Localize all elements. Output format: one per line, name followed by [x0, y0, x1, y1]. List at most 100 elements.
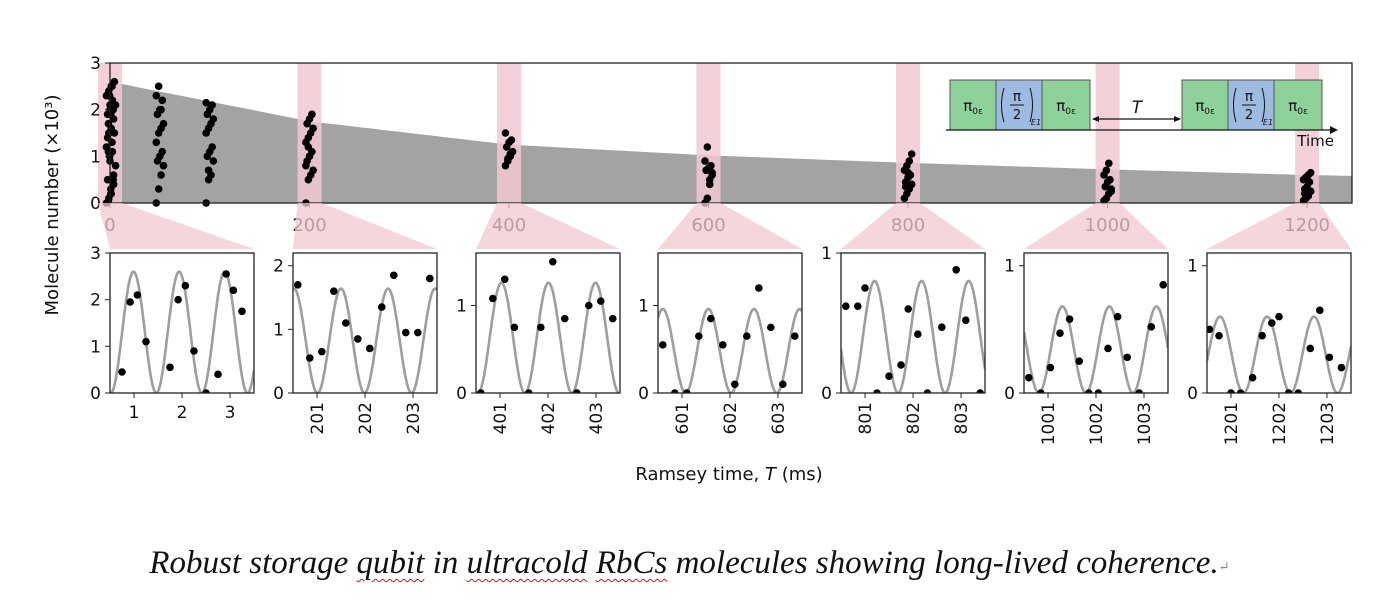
data-point: [791, 332, 799, 340]
data-point: [695, 332, 703, 340]
data-point: [659, 341, 667, 349]
data-point: [109, 175, 117, 184]
y-tick-label: 0: [456, 384, 467, 404]
data-point: [366, 344, 374, 353]
data-point: [767, 323, 775, 332]
x-tick-label: 1002: [1087, 402, 1107, 445]
data-point: [743, 332, 751, 340]
pulse-subscript: 0ε: [1065, 107, 1076, 117]
zoom-frame: [475, 252, 621, 394]
x-tick-label: 401: [491, 402, 511, 434]
fraction-num: π: [1013, 89, 1022, 105]
y-tick-label: 0: [638, 384, 649, 404]
data-point: [111, 101, 120, 109]
caption-part: RbCs: [595, 545, 668, 581]
e1-subscript: E1: [1031, 118, 1041, 127]
data-point: [166, 363, 174, 372]
zoom-connector: [1207, 203, 1351, 249]
data-point: [110, 129, 119, 137]
y-tick-label: 1: [456, 297, 467, 317]
pulse-pi: [1181, 79, 1229, 131]
overview-frame: [109, 62, 1353, 204]
y-tick-label: 0: [821, 384, 832, 404]
data-point: [923, 389, 932, 393]
data-point: [1075, 357, 1083, 365]
data-point: [489, 294, 497, 303]
x-axis-label-unit: (ms): [776, 464, 823, 485]
data-point: [202, 98, 210, 107]
data-point: [302, 161, 310, 170]
data-point: [952, 266, 960, 274]
fit-curve: [658, 307, 802, 393]
data-point: [402, 328, 410, 337]
zoom-panel: 0 1 1001 1002 1003: [1004, 252, 1169, 445]
data-point: [111, 161, 120, 170]
data-point: [1135, 389, 1143, 393]
figure-caption: Robust storage qubit in ultracold RbCs m…: [0, 545, 1379, 582]
fit-curve: [476, 281, 620, 393]
data-point: [1306, 344, 1314, 353]
data-point: [1104, 159, 1113, 168]
data-point: [1258, 331, 1266, 340]
data-point: [238, 307, 246, 316]
caption-part: in: [424, 545, 467, 581]
data-point: [229, 286, 238, 295]
x-tick-label: 1: [129, 403, 140, 423]
data-point: [1227, 389, 1235, 393]
data-point: [1215, 331, 1223, 340]
data-point: [1316, 306, 1324, 315]
data-point: [1094, 389, 1103, 393]
x-tick-label: 602: [721, 402, 741, 434]
y-tick-label: 3: [90, 244, 101, 264]
data-point: [873, 389, 881, 393]
data-point: [309, 166, 317, 175]
data-point: [208, 101, 216, 109]
y-tick-label: 1: [90, 337, 101, 357]
data-point: [133, 291, 142, 299]
zoom-connectors: [98, 203, 1351, 249]
data-point: [549, 257, 557, 266]
y-tick-label: 0: [90, 194, 101, 214]
data-point: [907, 150, 916, 158]
data-point: [585, 301, 593, 310]
x-tick-label: 1003: [1135, 402, 1155, 445]
data-point: [938, 323, 946, 332]
data-point: [1065, 315, 1074, 323]
data-point: [354, 335, 362, 343]
x-tick-label: 402: [539, 402, 559, 434]
data-point: [106, 189, 115, 198]
data-point: [525, 389, 533, 393]
time-arrow-icon: [1330, 126, 1338, 134]
y-tick-label: 0: [1187, 384, 1198, 404]
data-point: [306, 354, 314, 362]
zoom-panel: 0 1 1201 1202 1203: [1187, 252, 1352, 445]
fit-curve: [1207, 315, 1351, 393]
x-tick-label: 601: [673, 402, 693, 434]
data-point: [707, 314, 715, 323]
data-point: [1104, 344, 1112, 353]
data-point: [707, 161, 715, 170]
data-point: [157, 105, 165, 114]
y-tick-label: 3: [90, 54, 101, 74]
data-point: [181, 281, 190, 290]
data-point: [159, 161, 168, 170]
x-tick-label: 1001: [1039, 402, 1059, 445]
data-point: [1106, 175, 1114, 184]
paren-left: [1001, 87, 1005, 123]
data-point: [1275, 312, 1283, 321]
pulse-subscript: 0ε: [1297, 107, 1308, 117]
fraction-num: π: [1245, 89, 1254, 105]
x-tick-label: 202: [356, 402, 376, 434]
data-point: [142, 337, 150, 346]
zoom-connector: [658, 203, 802, 249]
data-point: [561, 314, 569, 323]
fraction-den: 2: [1013, 108, 1021, 123]
data-point: [705, 175, 714, 184]
data-point: [309, 124, 317, 133]
data-point: [537, 323, 545, 332]
y-tick-label: 2: [90, 291, 101, 311]
data-point: [842, 302, 850, 311]
y-tick-label: 1: [638, 297, 649, 317]
data-point: [671, 389, 679, 393]
x-tick-label: 802: [904, 402, 924, 434]
